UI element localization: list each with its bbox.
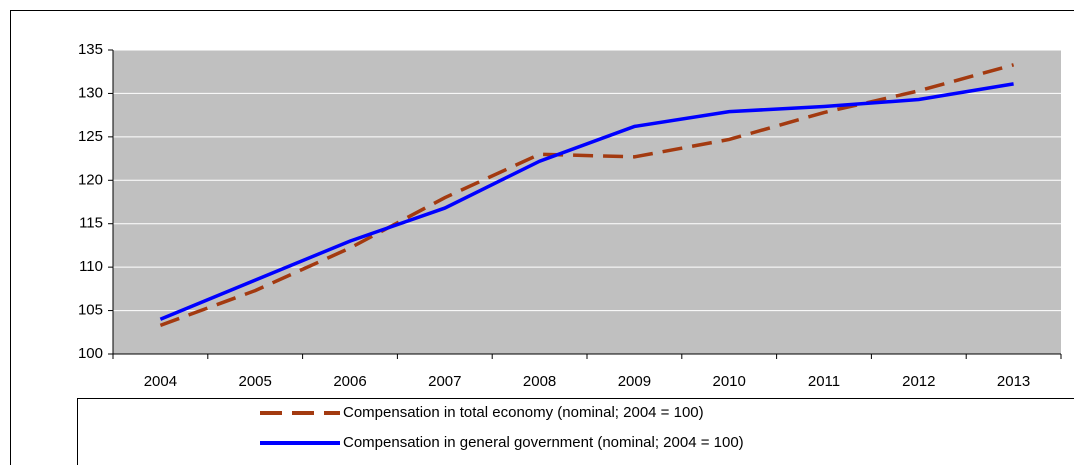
y-tick-label: 135 bbox=[78, 41, 103, 58]
x-tick-label: 2011 bbox=[808, 373, 840, 390]
legend-box bbox=[77, 398, 1074, 465]
x-tick-label: 2008 bbox=[523, 373, 556, 390]
x-tick-label: 2005 bbox=[239, 373, 272, 390]
x-tick-label: 2004 bbox=[144, 373, 177, 390]
x-tick-label: 2010 bbox=[713, 373, 746, 390]
x-tick-label: 2007 bbox=[428, 373, 461, 390]
y-tick-label: 110 bbox=[79, 258, 103, 275]
plot-area bbox=[113, 50, 1061, 354]
outer-frame bbox=[10, 10, 1074, 465]
x-tick-label: 2006 bbox=[333, 373, 366, 390]
x-tick-label: 2013 bbox=[997, 373, 1030, 390]
y-tick-label: 100 bbox=[78, 345, 103, 362]
y-tick-label: 105 bbox=[78, 302, 103, 319]
y-tick-label: 115 bbox=[79, 215, 103, 232]
y-tick-label: 125 bbox=[78, 128, 103, 145]
legend-label: Compensation in general government (nomi… bbox=[343, 434, 744, 451]
y-tick-label: 120 bbox=[78, 171, 103, 188]
x-tick-label: 2012 bbox=[902, 373, 935, 390]
y-tick-label: 130 bbox=[78, 84, 103, 101]
x-tick-label: 2009 bbox=[618, 373, 651, 390]
series-line bbox=[159, 82, 1014, 321]
legend-label: Compensation in total economy (nominal; … bbox=[343, 404, 704, 421]
